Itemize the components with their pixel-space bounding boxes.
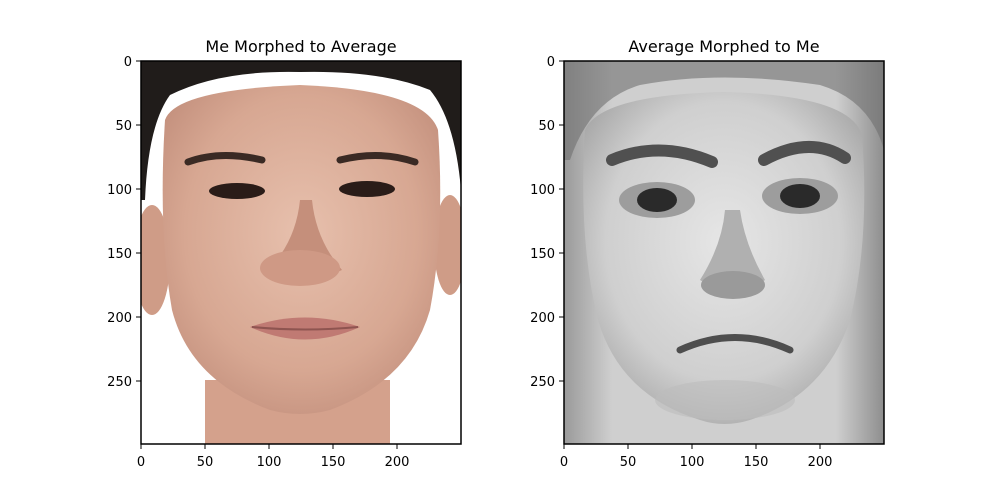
y-tick-label: 100 [107, 183, 132, 198]
panel-left-x-axis: 0 50 100 150 200 [137, 444, 410, 470]
x-tick-label: 150 [321, 455, 346, 470]
x-tick-label: 50 [197, 455, 214, 470]
panel-right: Average Morphed to Me [530, 37, 885, 470]
y-tick-label: 200 [530, 311, 555, 326]
y-tick-label: 100 [530, 183, 555, 198]
panel-right-title: Average Morphed to Me [628, 37, 819, 56]
y-tick-label: 0 [124, 55, 132, 70]
x-tick-label: 200 [385, 455, 410, 470]
panel-right-y-axis: 0 50 100 150 200 250 [530, 55, 564, 390]
x-tick-label: 100 [680, 455, 705, 470]
y-tick-label: 200 [107, 311, 132, 326]
y-tick-label: 50 [115, 119, 132, 134]
x-tick-label: 100 [257, 455, 282, 470]
y-tick-label: 250 [530, 375, 555, 390]
y-tick-label: 0 [547, 55, 555, 70]
x-tick-label: 0 [560, 455, 568, 470]
x-tick-label: 50 [620, 455, 637, 470]
y-tick-label: 150 [107, 247, 132, 262]
grayscale-face-photo-icon [564, 61, 884, 444]
color-face-photo-icon [141, 61, 461, 444]
panel-right-x-axis: 0 50 100 150 200 [560, 444, 833, 470]
y-tick-label: 150 [530, 247, 555, 262]
panel-left: Me Morphed to Average [107, 37, 462, 470]
x-tick-label: 200 [808, 455, 833, 470]
panel-left-y-axis: 0 50 100 150 200 250 [107, 55, 141, 390]
y-tick-label: 250 [107, 375, 132, 390]
x-tick-label: 150 [744, 455, 769, 470]
panel-left-title: Me Morphed to Average [205, 37, 396, 56]
x-tick-label: 0 [137, 455, 145, 470]
y-tick-label: 50 [538, 119, 555, 134]
